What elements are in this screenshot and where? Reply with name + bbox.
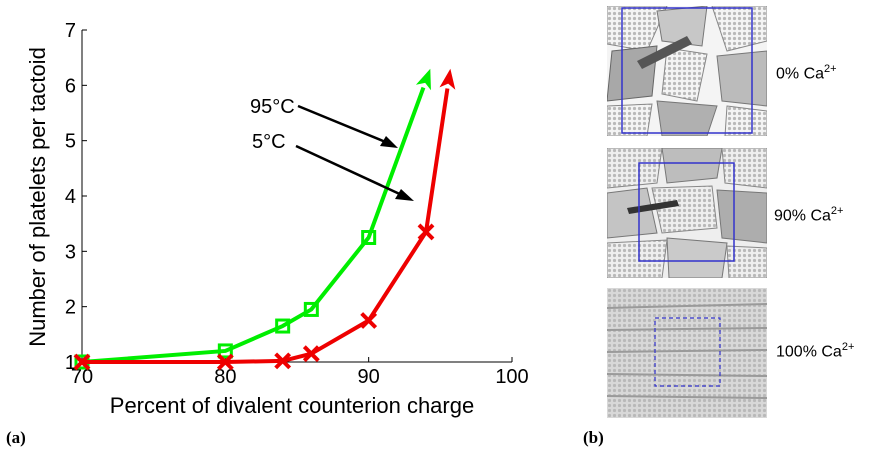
series-arrowhead-0 <box>415 68 431 91</box>
snapshot-0-percent-ca <box>607 6 767 136</box>
data-point-x <box>274 352 292 370</box>
y-tick-label: 6 <box>65 75 76 97</box>
annotation-95C: 95°C <box>250 96 295 118</box>
panel-b-label: (b) <box>583 428 604 447</box>
annotation-arrowhead-5C <box>395 189 414 201</box>
series-line-1 <box>82 88 450 364</box>
x-marker-stroke <box>360 312 378 329</box>
annotation-arrow-95C <box>297 104 389 145</box>
simulation-box <box>638 162 735 262</box>
y-tick-label: 5 <box>65 131 76 153</box>
x-tick-label: 90 <box>358 366 380 388</box>
y-tick-label: 1 <box>65 352 76 374</box>
x-marker-stroke <box>417 223 435 241</box>
snapshot-label-100-percent: 100% Ca2+ <box>776 341 855 361</box>
simulation-box <box>654 317 721 387</box>
x-marker-stroke <box>274 352 292 370</box>
y-tick-label: 7 <box>65 20 76 42</box>
series-line-0 <box>81 86 426 364</box>
x-tick-label: 80 <box>214 366 236 388</box>
snapshot-90-percent-ca <box>607 148 767 278</box>
annotation-arrow-5C <box>295 144 405 198</box>
x-marker-stroke <box>73 353 91 371</box>
x-tick-label: 100 <box>495 366 528 388</box>
data-point-x <box>360 312 378 329</box>
data-point-x <box>417 223 435 241</box>
x-marker-stroke <box>216 353 234 371</box>
data-point-square <box>217 343 233 359</box>
y-tick-label: 4 <box>65 186 76 208</box>
data-point-square <box>275 318 291 334</box>
data-point-x <box>302 345 320 363</box>
data-point-x <box>73 353 91 371</box>
snapshot-label-0-percent: 0% Ca2+ <box>776 63 837 83</box>
snapshot-label-90-percent: 90% Ca2+ <box>774 205 844 225</box>
data-point-square <box>361 230 377 245</box>
snapshot-100-percent-ca <box>607 288 767 418</box>
panel-a-label: (a) <box>6 428 26 447</box>
data-point-square <box>303 301 319 317</box>
y-axis-label: Number of platelets per tactoid <box>25 47 50 347</box>
x-marker-stroke <box>302 345 320 363</box>
series-arrowhead-1 <box>439 68 456 90</box>
y-tick-label: 3 <box>65 241 76 263</box>
annotation-arrowhead-95C <box>380 136 398 148</box>
data-point-x <box>216 353 234 371</box>
annotation-5C: 5°C <box>252 131 286 153</box>
y-tick-label: 2 <box>65 297 76 319</box>
x-axis-label: Percent of divalent counterion charge <box>110 393 474 418</box>
platelets-chart: 70 80 90 100 1 2 3 4 5 6 7 Percent of divalent cou… <box>25 20 529 418</box>
simulation-box <box>621 7 753 134</box>
x-tick-label: 70 <box>71 366 93 388</box>
